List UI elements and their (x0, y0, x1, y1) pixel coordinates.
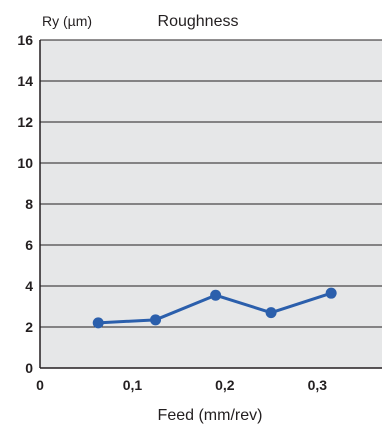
x-tick-label: 0,3 (308, 377, 328, 393)
x-tick-label: 0 (36, 377, 44, 393)
chart-title: Roughness (158, 13, 239, 30)
y-tick-label: 16 (17, 32, 33, 48)
y-tick-label: 10 (17, 155, 33, 171)
series-layer (92, 287, 337, 329)
x-tick-label: 0,1 (123, 377, 143, 393)
axes (39, 40, 382, 369)
data-point (265, 307, 277, 319)
y-tick-label: 6 (25, 237, 33, 253)
y-tick-label: 0 (25, 360, 33, 376)
y-tick-label: 8 (25, 196, 33, 212)
y-axis-label: Ry (µm) (42, 13, 92, 29)
x-axis-label: Feed (mm/rev) (158, 407, 263, 424)
data-point (325, 287, 337, 299)
y-tick-label: 4 (25, 278, 33, 294)
y-tick-label: 2 (25, 319, 33, 335)
y-tick-label: 14 (17, 73, 33, 89)
data-point (92, 317, 104, 329)
x-tick-label: 0,2 (215, 377, 235, 393)
y-tick-label: 12 (17, 114, 33, 130)
data-point (210, 289, 222, 301)
data-point (150, 314, 162, 326)
tick-labels: 0 2 4 6 8 10 12 14 16 0 0,1 0,2 0,3 (17, 32, 327, 393)
